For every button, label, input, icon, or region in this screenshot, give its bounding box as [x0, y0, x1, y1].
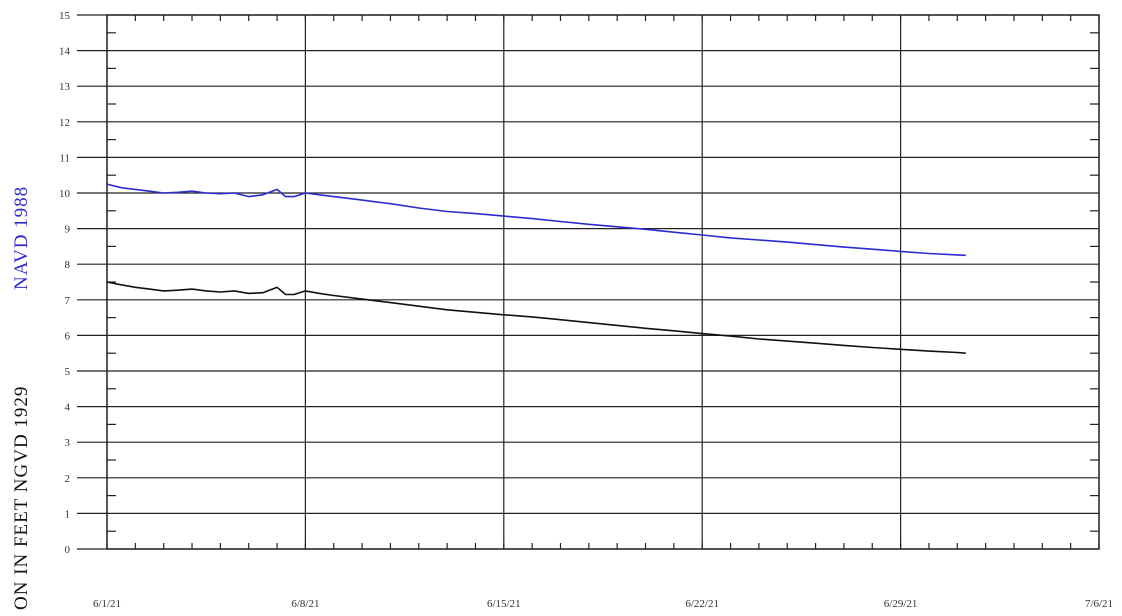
x-tick-label: 7/6/21: [1085, 598, 1113, 610]
y-tick-label: 4: [65, 402, 71, 414]
y-tick-label: 13: [59, 81, 71, 93]
plot-frame: [106, 14, 1100, 550]
y-axis-label-ngvd: ON IN FEET NGVD 1929: [11, 386, 32, 610]
y-axis-label-navd: NAVD 1988: [11, 186, 32, 290]
tick-marks: [77, 14, 1100, 550]
x-tick-label: 6/1/21: [93, 598, 121, 610]
y-tick-label: 8: [65, 259, 71, 271]
y-tick-label: 6: [65, 330, 71, 342]
y-tick-label: 10: [59, 188, 71, 200]
x-tick-label: 6/22/21: [685, 598, 719, 610]
grid-lines: [106, 14, 1100, 550]
y-tick-label: 2: [65, 473, 71, 485]
y-tick-label: 0: [65, 544, 71, 556]
x-tick-label: 6/29/21: [884, 598, 918, 610]
y-tick-label: 12: [59, 117, 70, 129]
series-lines: [106, 183, 966, 354]
plot-border: [106, 14, 1100, 550]
y-tick-label: 9: [65, 224, 71, 236]
y-tick-label: 14: [59, 46, 71, 58]
y-tick-label: 3: [65, 437, 71, 449]
x-tick-label: 6/8/21: [291, 598, 319, 610]
y-tick-label: 1: [65, 508, 71, 520]
y-tick-label: 7: [65, 295, 71, 307]
y-tick-label: 5: [65, 366, 71, 378]
y-tick-label: 11: [59, 152, 70, 164]
x-tick-labels: 6/1/21 6/8/21 6/15/21 6/22/21 6/29/21 7/6/21: [93, 598, 1113, 610]
series-line-ngvd1929: [106, 281, 966, 354]
y-tick-label: 15: [59, 10, 71, 22]
series-line-navd1988: [106, 183, 966, 257]
x-tick-label: 6/15/21: [487, 598, 521, 610]
